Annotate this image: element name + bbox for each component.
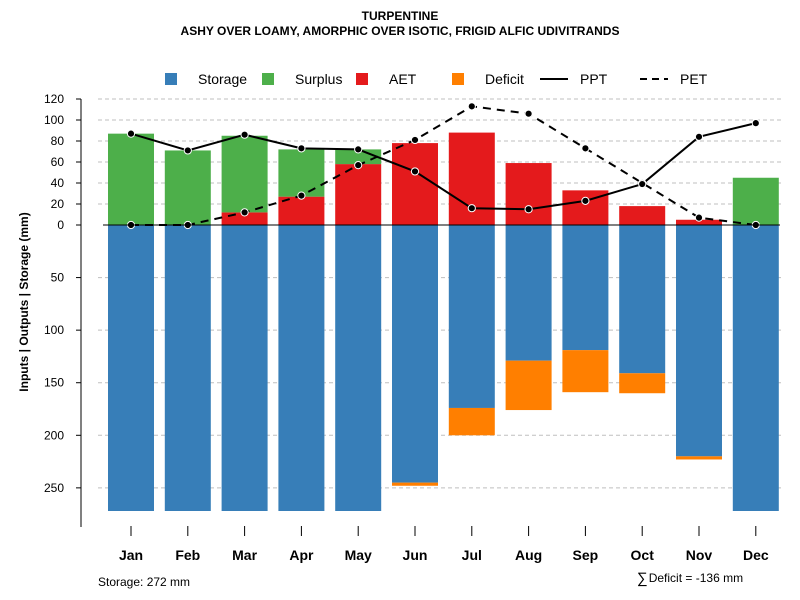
pet-line — [131, 105, 756, 226]
ppt-point — [240, 130, 249, 139]
legend-swatch — [262, 73, 274, 85]
storage-bar — [562, 225, 609, 351]
aet-bar — [676, 219, 722, 225]
deficit-bar — [619, 373, 666, 394]
deficit-bar — [562, 350, 609, 393]
ppt-point — [410, 167, 420, 176]
chart-subtitle: ASHY OVER LOAMY, AMORPHIC OVER ISOTIC, F… — [180, 24, 620, 38]
ppt-point — [126, 129, 136, 138]
x-tick-label: Jul — [462, 547, 482, 563]
deficit-bar — [676, 456, 722, 460]
pet-point — [354, 161, 363, 170]
storage-bar — [278, 225, 325, 511]
ppt-point — [524, 205, 533, 214]
ppt-line — [130, 122, 757, 211]
surplus-bar — [221, 135, 268, 213]
y-axis-label: Inputs | Outputs | Storage (mm) — [17, 212, 31, 391]
ppt-point — [467, 204, 476, 213]
sum-symbol: ∑ — [637, 570, 648, 587]
y-tick-label: 250 — [44, 481, 64, 495]
bar-marks — [108, 132, 779, 511]
storage-bar — [221, 225, 268, 511]
x-tick-label: Jun — [403, 547, 428, 563]
legend-label: Storage — [198, 71, 247, 87]
ppt-point — [354, 145, 363, 154]
legend-label: PET — [680, 71, 708, 87]
y-tick-label: 20 — [51, 197, 65, 211]
deficit-note-text: Deficit = -136 mm — [648, 571, 744, 585]
pet-point — [297, 191, 306, 200]
chart-title: TURPENTINE — [361, 9, 439, 23]
legend-label: AET — [389, 71, 417, 87]
legend-label: Deficit — [485, 71, 524, 87]
ppt-point — [694, 132, 704, 141]
storage-bar — [164, 225, 211, 511]
legend-swatch — [165, 73, 177, 85]
y-tick-label: 80 — [51, 134, 65, 148]
y-tick-label: 100 — [44, 113, 64, 127]
storage-bar — [108, 225, 154, 511]
legend-label: PPT — [580, 71, 608, 87]
deficit-bar — [505, 360, 552, 411]
x-tick-label: Jan — [119, 547, 143, 563]
x-tick-label: Sep — [573, 547, 599, 563]
grid-lines — [98, 98, 782, 489]
ppt-point — [751, 119, 760, 128]
surplus-bar — [164, 150, 211, 225]
y-tick-label: 40 — [51, 176, 65, 190]
legend-label: Surplus — [295, 71, 342, 87]
surplus-bar — [732, 177, 779, 225]
aet-bar — [619, 206, 666, 225]
deficit-note: ∑Deficit = -136 mm — [637, 569, 744, 587]
ppt-point — [581, 196, 590, 205]
x-tick-label: Dec — [743, 547, 769, 563]
legend: Storage Surplus AET Deficit PPT PET — [165, 71, 708, 87]
pet-point — [467, 102, 476, 111]
y-tick-label: 200 — [44, 428, 64, 442]
storage-bar — [505, 225, 552, 361]
aet-bar — [278, 196, 325, 225]
y-tick-label: 0 — [57, 218, 64, 232]
deficit-bar — [448, 407, 495, 436]
y-tick-label: 120 — [44, 92, 64, 106]
pet-point — [410, 135, 420, 145]
line-marks — [126, 102, 760, 230]
x-tick-label: Mar — [232, 547, 257, 563]
ppt-point — [183, 146, 192, 155]
pet-point — [581, 144, 590, 153]
storage-bar — [392, 225, 438, 483]
aet-bar — [335, 164, 382, 225]
legend-swatch — [452, 73, 464, 85]
x-tick-label: Aug — [515, 547, 542, 563]
y-tick-label: 100 — [44, 323, 64, 337]
pet-point — [524, 109, 533, 118]
pet-point — [694, 213, 704, 222]
y-tick-label: 50 — [51, 271, 65, 285]
storage-note: Storage: 272 mm — [98, 575, 191, 589]
surplus-bar — [108, 133, 154, 225]
y-tick-label: 60 — [51, 155, 65, 169]
x-tick-label: May — [345, 547, 372, 563]
y-tick-label: 150 — [44, 376, 64, 390]
storage-bar — [619, 225, 666, 374]
x-tick-label: Nov — [686, 547, 713, 563]
aet-bar — [505, 163, 552, 225]
x-tick-label: Feb — [175, 547, 200, 563]
surplus-bar — [278, 149, 325, 197]
x-tick-label: Oct — [631, 547, 655, 563]
storage-bar — [732, 225, 779, 511]
deficit-bar — [392, 482, 438, 486]
aet-bar — [392, 143, 438, 225]
x-tick-label: Apr — [289, 547, 314, 563]
storage-bar — [448, 225, 495, 408]
ppt-point — [638, 179, 647, 189]
legend-swatch — [356, 73, 368, 85]
pet-point — [240, 208, 249, 217]
ppt-point — [297, 144, 306, 153]
storage-bar — [335, 225, 382, 511]
storage-bar — [676, 225, 722, 457]
